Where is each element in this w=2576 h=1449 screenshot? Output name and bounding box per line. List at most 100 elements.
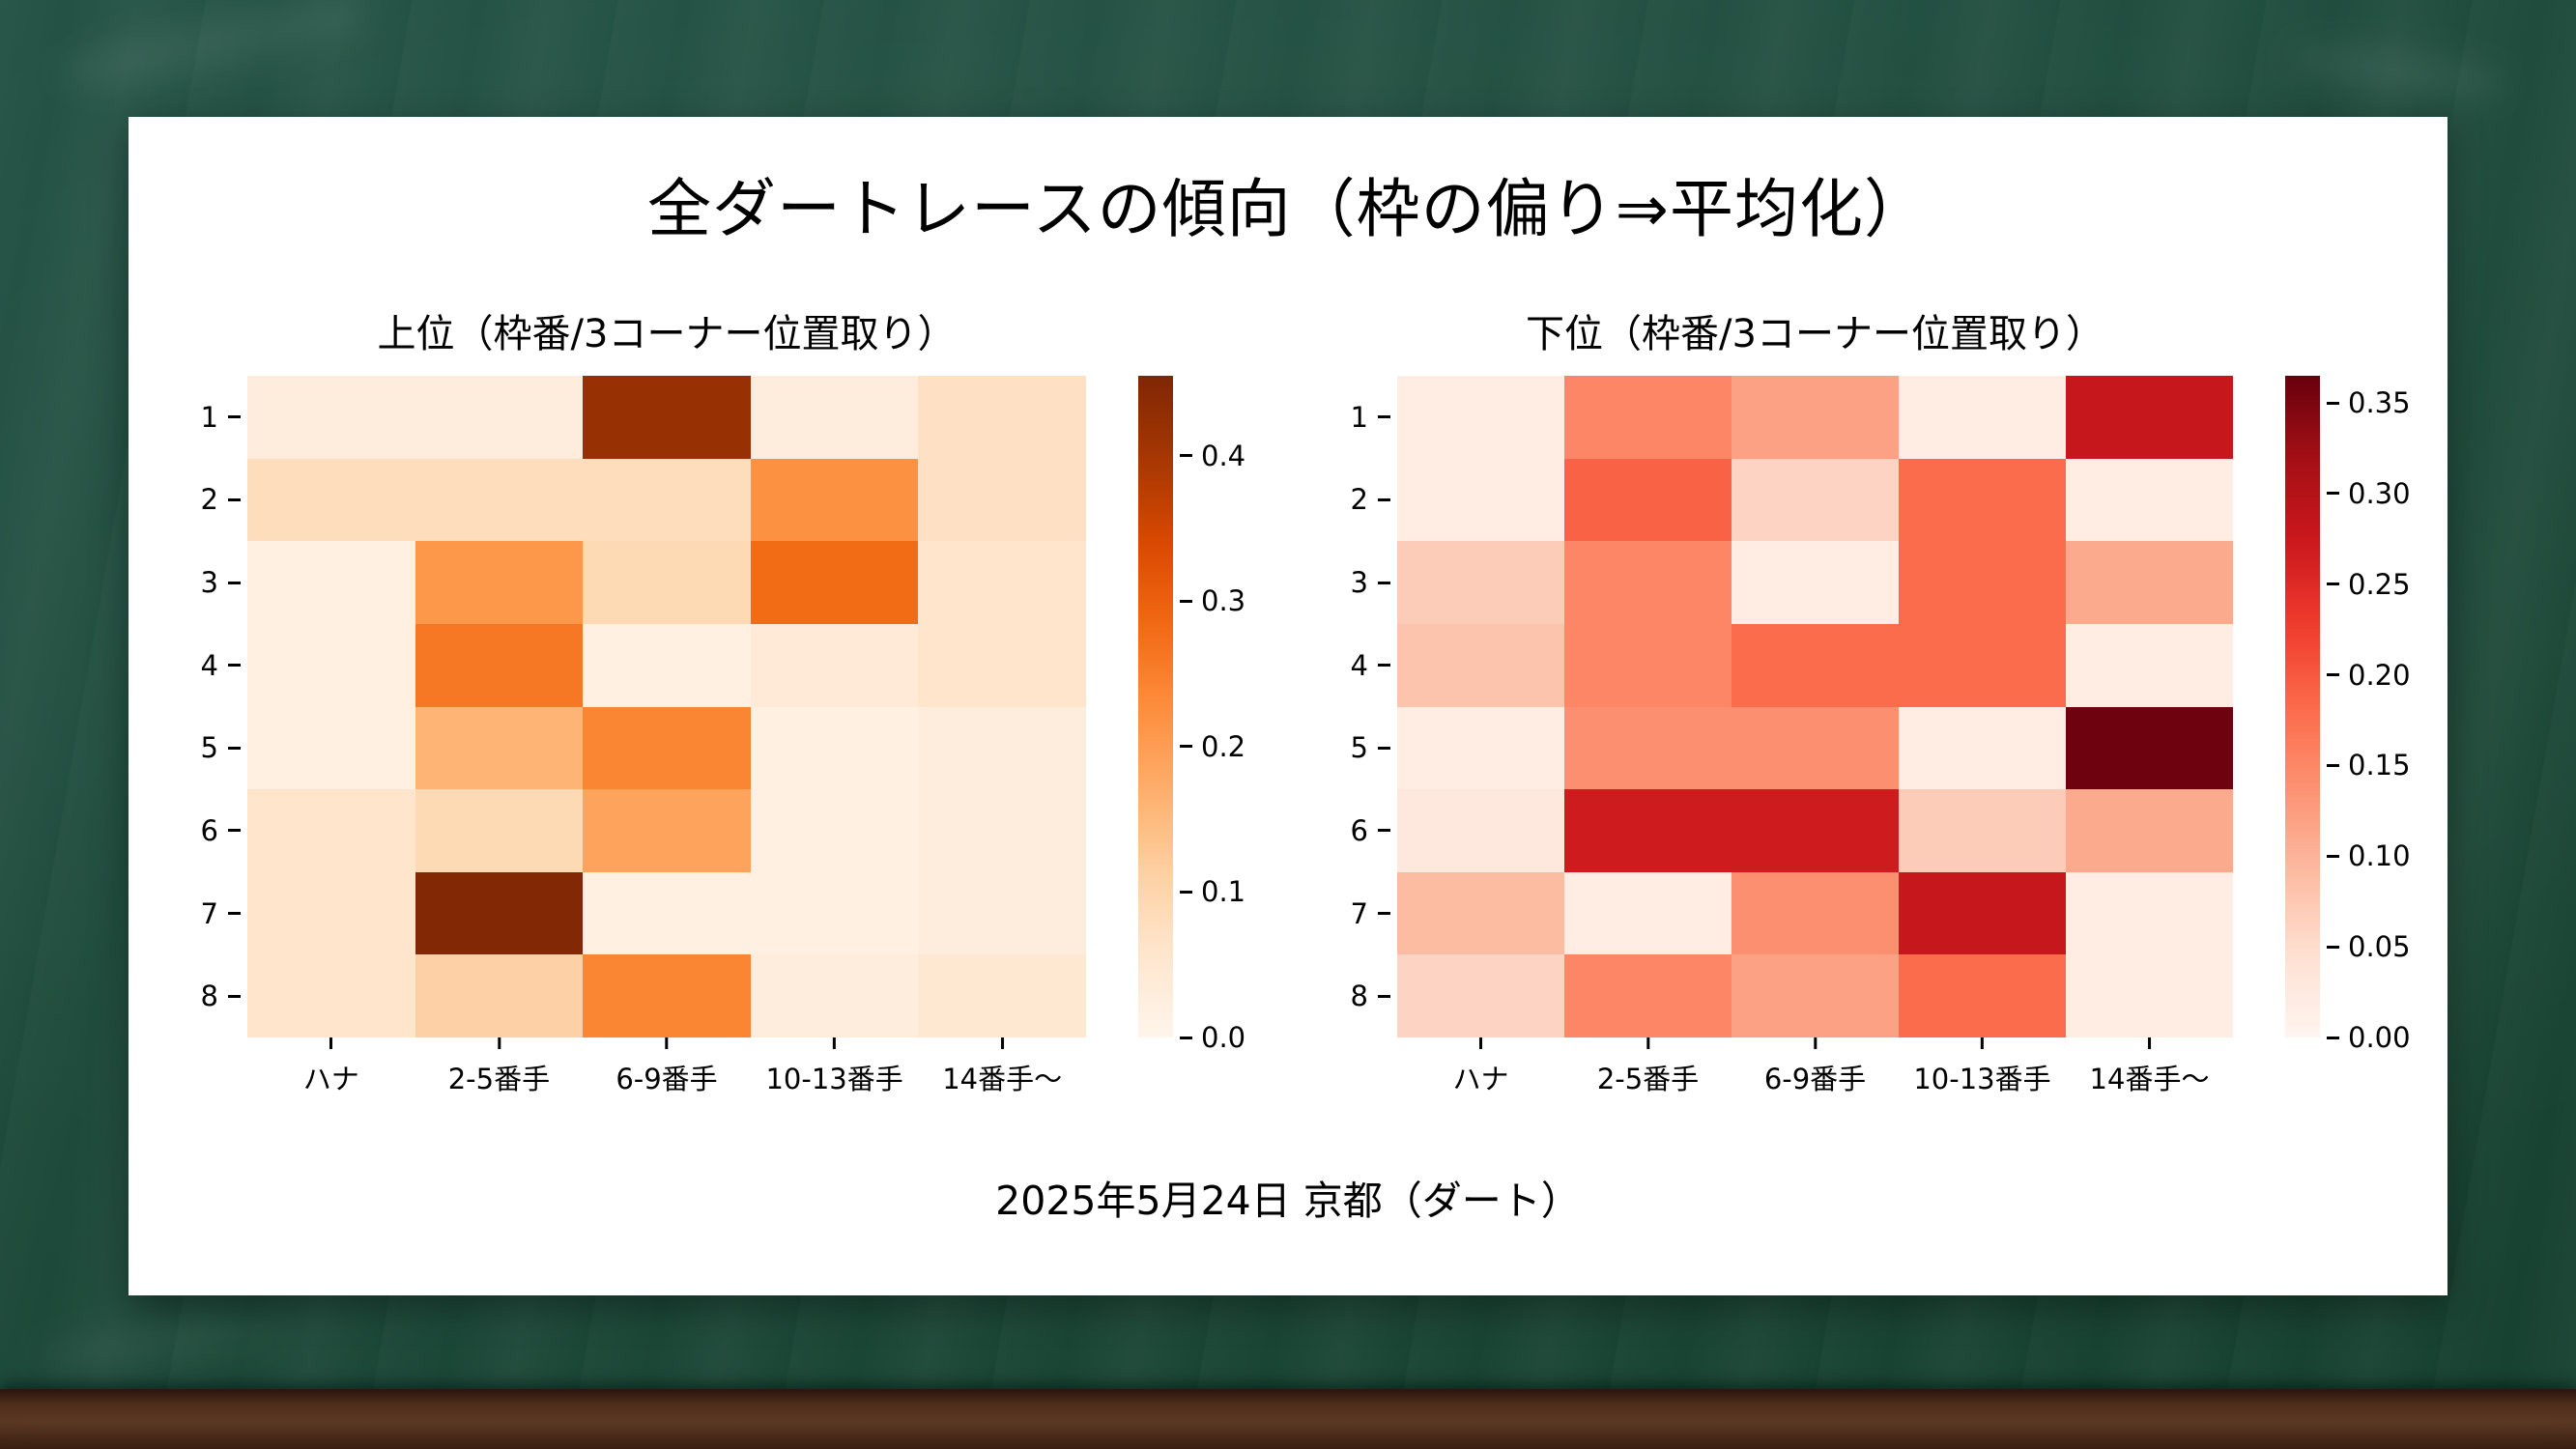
heatmap-cell <box>583 623 751 707</box>
heatmap-cell <box>750 623 919 707</box>
heatmap-cell <box>1732 623 1899 707</box>
heatmap-cell <box>1899 376 2066 459</box>
tick-mark <box>1478 1037 1482 1049</box>
y-tick-label: 1 <box>201 401 241 434</box>
y-tick-label: 7 <box>201 897 241 930</box>
x-tick-label: 6-9番手 <box>615 1037 718 1097</box>
colorbar-tick: 0.2 <box>1180 730 1245 763</box>
heatmap-cell <box>1564 706 1732 790</box>
heatmap-cell <box>918 376 1086 459</box>
heatmap-cell <box>583 541 751 624</box>
heatmap-cell <box>918 789 1086 872</box>
tick-mark <box>497 1037 501 1049</box>
heatmap-cell <box>247 954 415 1037</box>
heatmap-cell <box>415 458 584 542</box>
page-title: 全ダートレースの傾向（枠の偏り⇒平均化） <box>646 172 1929 246</box>
tick-mark <box>1378 912 1390 916</box>
heatmap-cell <box>415 871 584 955</box>
colorbar-tick: 0.15 <box>2327 749 2411 781</box>
colorbar-tick: 0.4 <box>1180 440 1245 472</box>
heatmap-cell <box>415 706 584 790</box>
tick-mark <box>1180 745 1192 749</box>
tick-mark <box>1378 829 1390 833</box>
chalk-tray <box>0 1389 2576 1449</box>
heatmap-plot <box>247 376 1086 1037</box>
colorbar-tick: 0.25 <box>2327 568 2411 601</box>
tick-mark <box>1814 1037 1817 1049</box>
y-tick-label: 5 <box>201 731 241 764</box>
heatmap-cell <box>750 871 919 955</box>
x-tick-label: 6-9番手 <box>1764 1037 1866 1097</box>
heatmap-cell <box>918 706 1086 790</box>
y-axis-labels: 1 2 3 4 5 6 7 8 <box>1310 376 1397 1037</box>
colorbar-ticks: 0.0 0.1 0.2 0.3 0.4 <box>1173 376 1308 1054</box>
y-tick-label: 8 <box>201 980 241 1012</box>
tick-mark <box>1000 1037 1004 1049</box>
heatmap-cell <box>1397 458 1564 542</box>
heatmap-cell <box>583 458 751 542</box>
colorbar-tick: 0.35 <box>2327 386 2411 419</box>
colorbar-tick: 0.3 <box>1180 584 1245 617</box>
heatmap-cell <box>1564 623 1732 707</box>
heatmap-cell <box>247 789 415 872</box>
chalk-smudge <box>2283 33 2511 108</box>
y-tick-label: 7 <box>1351 897 1390 930</box>
y-tick-label: 2 <box>201 483 241 516</box>
y-tick-label: 2 <box>1351 483 1390 516</box>
heatmap-cell <box>247 458 415 542</box>
heatmap-cell <box>583 376 751 459</box>
heatmap-cell <box>2066 458 2233 542</box>
heatmap-cell <box>1397 376 1564 459</box>
heatmap-cell <box>1732 789 1899 872</box>
heatmap-cell <box>415 789 584 872</box>
heatmap-cell <box>415 541 584 624</box>
colorbar: 0.0 0.1 0.2 0.3 0.4 <box>1138 376 1245 1054</box>
tick-mark <box>1378 664 1390 668</box>
heatmap-cell <box>247 706 415 790</box>
y-tick-label: 3 <box>1351 566 1390 599</box>
tick-mark <box>1180 599 1192 603</box>
heatmap-cell <box>1397 789 1564 872</box>
y-tick-label: 6 <box>1351 814 1390 847</box>
colorbar: 0.00 0.05 0.10 0.15 0.20 0.25 0.30 0.35 <box>2285 376 2411 1054</box>
heatmap-cell <box>247 376 415 459</box>
heatmap-cell <box>583 706 751 790</box>
slide-caption: 2025年5月24日 京都（ダート） <box>995 1178 1581 1224</box>
colorbar-tick: 0.05 <box>2327 930 2411 963</box>
heatmap-cell <box>1899 623 2066 707</box>
tick-mark <box>228 497 241 501</box>
heatmap-cell <box>1899 954 2066 1037</box>
tick-mark <box>2327 945 2339 949</box>
heatmap-cell <box>415 954 584 1037</box>
subplot-title-lower: 下位（枠番/3コーナー位置取り） <box>1526 312 2104 356</box>
heatmap-panel-upper: 上位（枠番/3コーナー位置取り） 1 2 3 4 5 6 7 8 ハナ 2-5番手 6-9番手 10… <box>201 312 1246 1095</box>
chalk-smudge <box>55 0 370 101</box>
heatmap-cell <box>750 458 919 542</box>
colorbar-tick: 0.20 <box>2327 659 2411 692</box>
heatmap-cell <box>750 706 919 790</box>
heatmap-cell <box>1397 954 1564 1037</box>
tick-mark <box>1180 454 1192 458</box>
x-tick-label: ハナ <box>1452 1037 1509 1097</box>
heatmap-cell <box>918 623 1086 707</box>
heatmap-panel-lower: 下位（枠番/3コーナー位置取り） 1 2 3 4 5 6 7 8 ハナ 2-5番手 6-9番手 10… <box>1351 312 2411 1095</box>
x-tick-label: 14番手〜 <box>2090 1037 2209 1097</box>
tick-mark <box>228 994 241 998</box>
heatmap-cell <box>1564 458 1732 542</box>
heatmap-cell <box>247 623 415 707</box>
colorbar-tick: 0.00 <box>2327 1021 2411 1054</box>
tick-mark <box>1981 1037 1984 1049</box>
heatmap-cell <box>2066 706 2233 790</box>
x-tick-label: 2-5番手 <box>448 1037 550 1097</box>
tick-mark <box>1378 581 1390 584</box>
x-tick-label: 14番手〜 <box>942 1037 1062 1097</box>
heatmap-plot <box>1397 376 2233 1037</box>
heatmap-cell <box>583 871 751 955</box>
heatmap-cell <box>1899 541 2066 624</box>
tick-mark <box>2327 1036 2339 1039</box>
slide-card: 全ダートレースの傾向（枠の偏り⇒平均化） 上位（枠番/3コーナー位置取り） 1 2… <box>129 117 2447 1295</box>
colorbar-tick: 0.1 <box>1180 875 1245 908</box>
heatmap-cell <box>1899 871 2066 955</box>
